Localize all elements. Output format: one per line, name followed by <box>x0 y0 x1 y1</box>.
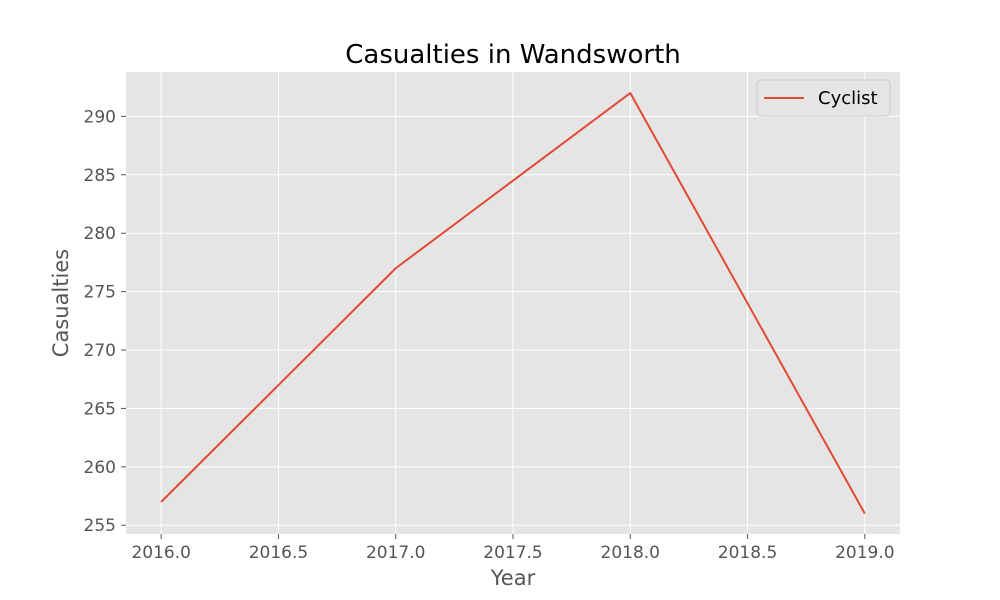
chart-title: Casualties in Wandsworth <box>345 40 681 70</box>
x-tick-label: 2018.0 <box>601 543 660 563</box>
y-tick-label: 290 <box>84 107 116 127</box>
series-lines <box>160 92 866 515</box>
legend-box <box>756 79 891 117</box>
x-tick-labels: 2016.0 2016.5 2017.0 2017.5 2018.0 2018.5 2019… <box>131 534 895 563</box>
x-tick-label: 2016.5 <box>249 543 308 563</box>
y-tick-label: 275 <box>84 283 116 303</box>
y-axis-label: Casualties <box>49 249 73 357</box>
y-tick-labels: 255 260 265 270 275 280 285 290 <box>84 107 126 536</box>
y-tick-label: 260 <box>84 458 116 478</box>
grid <box>126 72 900 534</box>
x-tick-label: 2018.5 <box>718 543 777 563</box>
x-tick-label: 2017.0 <box>366 543 425 563</box>
x-tick-label: 2016.0 <box>131 543 190 563</box>
x-axis-label: Year <box>490 566 536 590</box>
x-tick-label: 2019.0 <box>835 543 894 563</box>
legend-label-cyclist: Cyclist <box>818 88 878 109</box>
y-tick-label: 270 <box>84 341 116 361</box>
series-line-cyclist <box>160 92 866 515</box>
y-tick-label: 280 <box>84 224 116 244</box>
x-tick-label: 2017.5 <box>483 543 542 563</box>
y-tick-label: 255 <box>84 516 116 536</box>
y-tick-label: 265 <box>84 399 116 419</box>
y-tick-label: 285 <box>84 166 116 186</box>
legend: Cyclist <box>756 79 891 117</box>
